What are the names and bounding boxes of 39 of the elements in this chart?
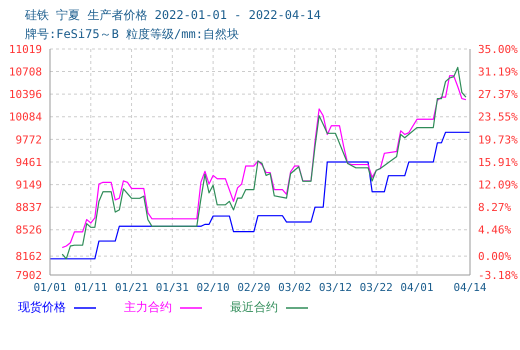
x-tick-label: 03/02	[278, 280, 312, 294]
y2-tick-label: 0.00%	[478, 250, 512, 264]
x-tick-label: 02/20	[237, 280, 270, 294]
y-tick-label: 8526	[16, 224, 42, 237]
y-tick-label: 10396	[8, 88, 42, 102]
y2-tick-label: 27.37%	[478, 88, 518, 102]
y-tick-label: 7902	[16, 268, 42, 282]
y2-tick-label: 19.73%	[478, 133, 518, 146]
y2-tick-label: 8.27%	[478, 201, 512, 214]
y2-tick-label: 15.91%	[478, 156, 518, 169]
y2-tick-label: -3.18%	[478, 268, 518, 282]
legend-label: 最近合约	[230, 299, 278, 316]
y-tick-label: 9149	[16, 178, 42, 192]
line-series	[50, 132, 470, 260]
chart-title: 硅铁 宁夏 生产者价格 2022-01-01 - 2022-04-14	[25, 7, 321, 24]
x-tick-label: 01/31	[156, 280, 189, 294]
y-tick-label: 11019	[8, 42, 42, 56]
y-tick-label: 8162	[16, 250, 42, 264]
legend-label: 主力合约	[124, 299, 172, 316]
x-tick-label: 01/01	[33, 280, 67, 294]
y2-tick-label: 4.46%	[478, 224, 512, 237]
y2-tick-label: 12.09%	[478, 178, 518, 192]
y-tick-label: 10084	[8, 110, 42, 124]
chart-subtitle: 牌号:FeSi75～B 粒度等级/mm:自然块	[25, 26, 239, 43]
x-tick-label: 02/10	[196, 280, 230, 294]
legend-label: 现货价格	[18, 299, 66, 316]
x-tick-label: 04/01	[400, 280, 434, 294]
x-tick-label: 03/12	[318, 280, 352, 294]
y2-tick-label: 23.55%	[478, 110, 518, 124]
y-tick-label: 9461	[16, 156, 42, 169]
x-tick-label: 01/21	[114, 280, 148, 294]
y2-tick-label: 35.00%	[478, 42, 518, 56]
y-tick-label: 8837	[16, 201, 42, 214]
y-tick-label: 10708	[8, 65, 42, 78]
x-tick-label: 03/22	[360, 280, 393, 294]
x-tick-label: 01/11	[74, 280, 108, 294]
x-tick-label: 04/14	[453, 280, 487, 294]
y-tick-label: 9772	[16, 133, 42, 146]
y2-tick-label: 31.19%	[478, 65, 518, 78]
